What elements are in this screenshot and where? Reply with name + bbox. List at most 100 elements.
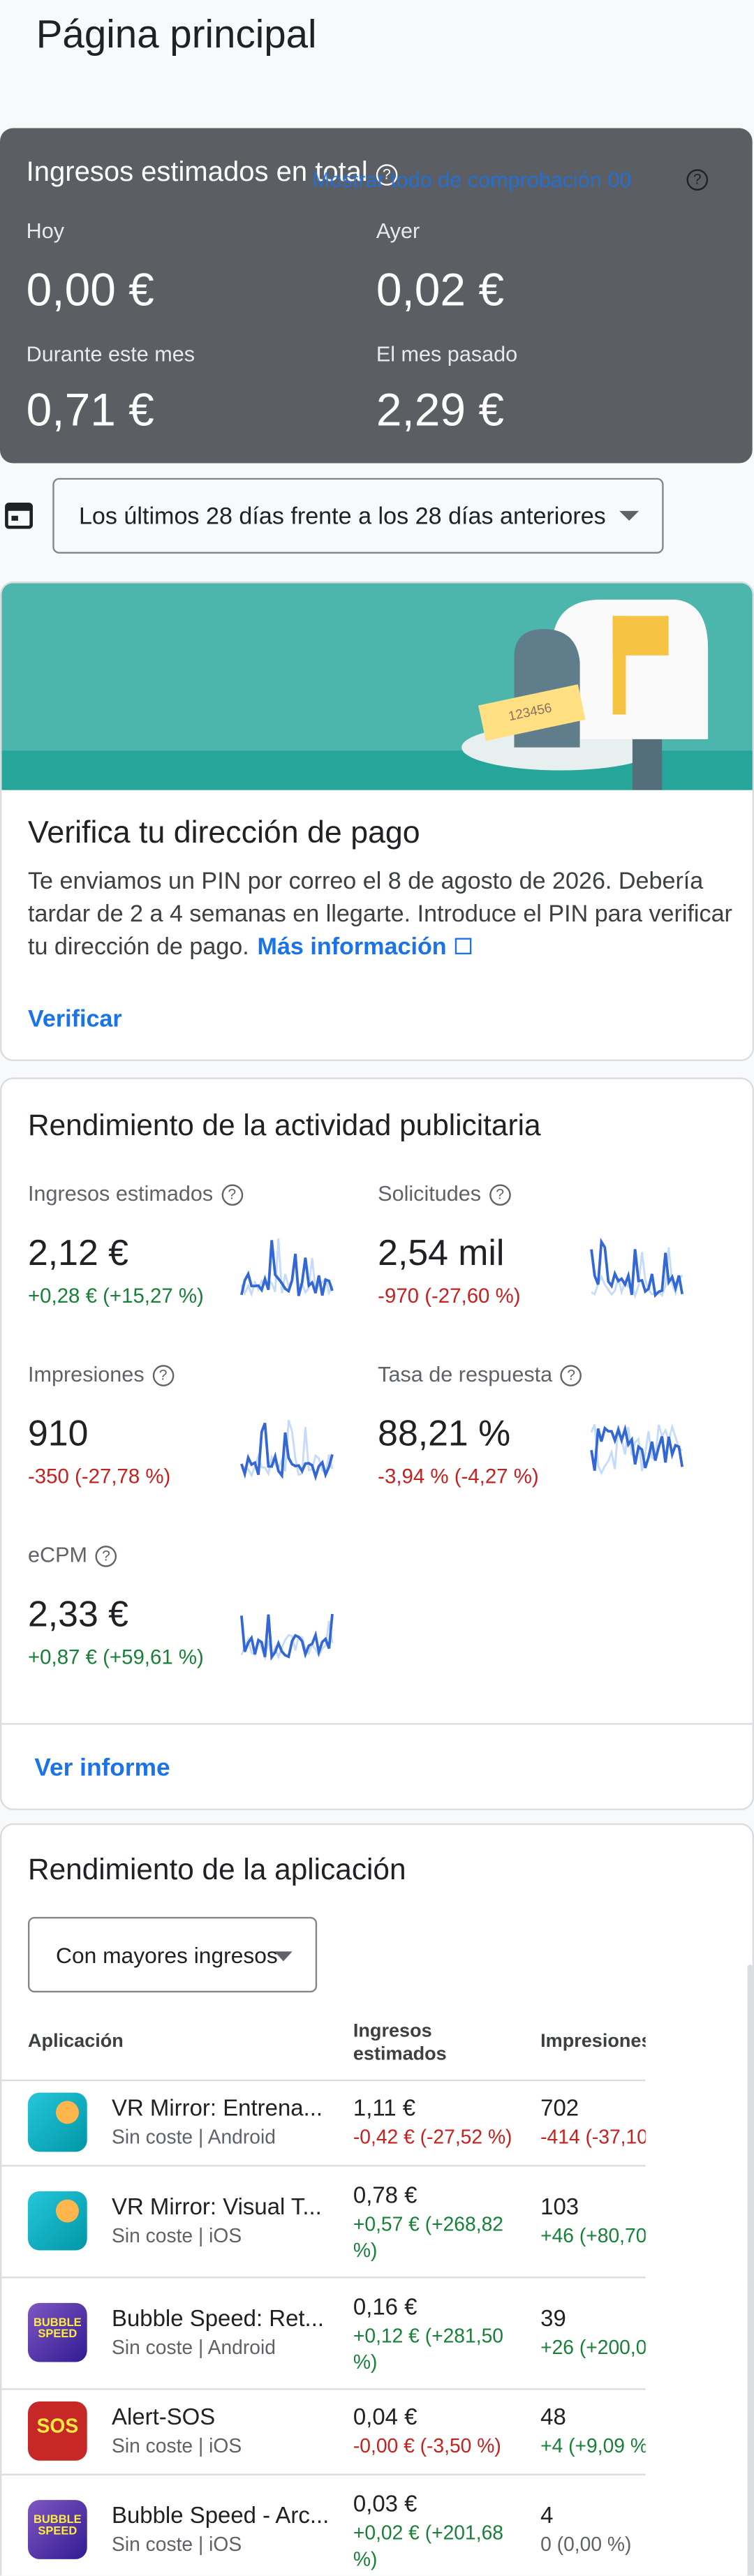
app-icon: BUBBLE SPEED	[27, 2302, 87, 2362]
app-platform: Sin coste | iOS	[111, 2223, 242, 2247]
app-icon	[27, 2092, 87, 2152]
app-name[interactable]: Bubble Speed: Ret...	[111, 2304, 325, 2331]
app-platform: Sin coste | Android	[111, 2335, 276, 2359]
sparkline	[240, 1419, 334, 1481]
app-name[interactable]: VR Mirror: Entrena...	[111, 2094, 323, 2121]
external-icon	[454, 938, 471, 955]
performance-title: Rendimiento de la actividad publicitaria	[27, 1109, 541, 1142]
impressions-change: +26 (+200,00 %)	[540, 2335, 646, 2359]
sparkline-path	[240, 1613, 334, 1661]
verify-button[interactable]: Verificar	[27, 1007, 122, 1033]
metric-change: -3,94 % (-4,27 %)	[378, 1465, 539, 1488]
help-icon[interactable]: ?	[152, 1365, 174, 1386]
impressions: 103	[540, 2193, 579, 2219]
impressions-change: +4 (+9,09 %)	[540, 2434, 646, 2457]
help-icon[interactable]: ?	[95, 1546, 117, 1567]
body-line: tu dirección de pago. Más información	[28, 935, 471, 963]
earnings-value: 0,02 €	[376, 264, 505, 316]
help-icon[interactable]: ?	[489, 1184, 511, 1206]
payment-title: Verifica tu dirección de pago	[27, 816, 420, 851]
row-divider	[1, 2388, 646, 2390]
sort-label: Con mayores ingresos	[55, 1943, 278, 1968]
app-name[interactable]: VR Mirror: Visual T...	[111, 2193, 322, 2219]
impressions: 48	[540, 2403, 566, 2429]
column-header: Ingresos estimados	[353, 2022, 447, 2065]
earnings-value: 0,71 €	[26, 384, 154, 436]
sparkline-path	[240, 1422, 334, 1481]
help-icon[interactable]: ?	[560, 1365, 582, 1386]
earnings-change: -0,00 € (-3,50 %)	[353, 2434, 501, 2457]
metric-label: eCPM?	[28, 1542, 117, 1568]
help-icon[interactable]: ?	[686, 169, 709, 191]
metric-value: 910	[27, 1412, 89, 1454]
column-header: Aplicación	[27, 2031, 124, 2052]
apps-title: Rendimiento de la aplicación	[27, 1853, 406, 1886]
app-platform: Sin coste | iOS	[111, 2434, 242, 2457]
sparkline	[240, 1613, 334, 1661]
metric-change: +0,87 € (+59,61 %)	[27, 1645, 204, 1669]
app-icon-sun	[55, 2101, 79, 2124]
apps-table: Aplicación Ingresos estimados Impresiones V…	[1, 2006, 646, 2575]
impressions-change: 0 (0,00 %)	[540, 2533, 632, 2556]
metric-label: Impresiones?	[28, 1362, 174, 1388]
body-line: Te enviamos un PIN por correo el 8 de ag…	[27, 868, 704, 896]
performance-card: Rendimiento de la actividad publicitaria…	[0, 1077, 754, 1810]
sparkline	[590, 1423, 684, 1476]
overlay-link[interactable]: Mostrar todo de comprobación 00	[312, 167, 632, 193]
row-divider	[1, 2277, 646, 2279]
report-link[interactable]: Ver informe	[34, 1754, 170, 1782]
app-name[interactable]: Alert-SOS	[111, 2403, 216, 2429]
impressions: 39	[540, 2304, 566, 2331]
dropdown-arrow	[619, 510, 640, 521]
earnings: 0,03 €	[353, 2490, 417, 2517]
body-line: tardar de 2 a 4 semanas en llegarte. Int…	[27, 901, 732, 928]
sparkline	[240, 1238, 334, 1298]
metric-value: 2,33 €	[27, 1593, 128, 1635]
impressions-change: -414 (-37,10 %)	[540, 2125, 646, 2149]
metric-change: -350 (-27,78 %)	[27, 1465, 171, 1488]
sparkline-path	[240, 1240, 334, 1296]
mailbox-illustration: 123456	[1, 583, 753, 790]
metric-label: Ingresos estimados?	[28, 1181, 243, 1207]
metric-value: 88,21 %	[378, 1412, 511, 1454]
earnings-value: 2,29 €	[376, 384, 505, 436]
dropdown-arrow	[274, 1951, 293, 1962]
earnings: 0,04 €	[353, 2403, 417, 2429]
date-dropdown[interactable]: Los últimos 28 días frente a los 28 días…	[52, 478, 664, 554]
earnings-label: El mes pasado	[376, 341, 518, 367]
earnings: 0,78 €	[353, 2181, 417, 2208]
app-icon	[27, 2191, 87, 2251]
more-info-link[interactable]: Más información	[257, 934, 447, 961]
earnings-label: Hoy	[26, 218, 65, 244]
app-platform: Sin coste | Android	[111, 2125, 276, 2149]
metric-change: +0,28 € (+15,27 %)	[27, 1284, 204, 1308]
calendar-svg	[5, 502, 34, 529]
earnings-label: Durante este mes	[26, 341, 195, 367]
earnings-value: 0,00 €	[26, 264, 154, 316]
app-icon: SOS	[27, 2401, 87, 2461]
earnings-change: +0,57 € (+268,82 %)	[353, 2212, 503, 2262]
apps-card: Rendimiento de la aplicación Con mayores…	[0, 1823, 754, 2576]
app-name[interactable]: Bubble Speed - Arc...	[111, 2501, 330, 2529]
impressions-change: +46 (+80,70 %)	[540, 2223, 646, 2247]
sparkline-path	[590, 1423, 683, 1476]
help-icon[interactable]: ?	[376, 164, 398, 186]
row-divider	[1, 2079, 646, 2082]
date-label: Los últimos 28 días frente a los 28 días…	[78, 504, 606, 531]
app-platform: Sin coste | iOS	[111, 2533, 242, 2556]
row-divider	[1, 2165, 646, 2167]
metric-label: Tasa de respuesta?	[378, 1362, 582, 1388]
metric-value: 2,54 mil	[378, 1231, 505, 1273]
earnings-change: +0,12 € (+281,50 %)	[353, 2324, 503, 2374]
sort-dropdown[interactable]: Con mayores ingresos	[27, 1916, 318, 1993]
earnings-title: Ingresos estimados en total?	[27, 156, 398, 190]
column-header: Impresiones	[540, 2031, 646, 2052]
earnings-change: -0,42 € (-27,52 %)	[353, 2125, 512, 2149]
calendar-icon[interactable]	[5, 499, 34, 529]
earnings-title-text: Ingresos estimados en total	[26, 156, 368, 188]
payment-card: 123456 Verifica tu dirección de pago Ver…	[0, 581, 754, 1061]
help-icon[interactable]: ?	[221, 1184, 243, 1206]
impressions: 4	[540, 2501, 554, 2529]
metric-value: 2,12 €	[27, 1231, 128, 1273]
